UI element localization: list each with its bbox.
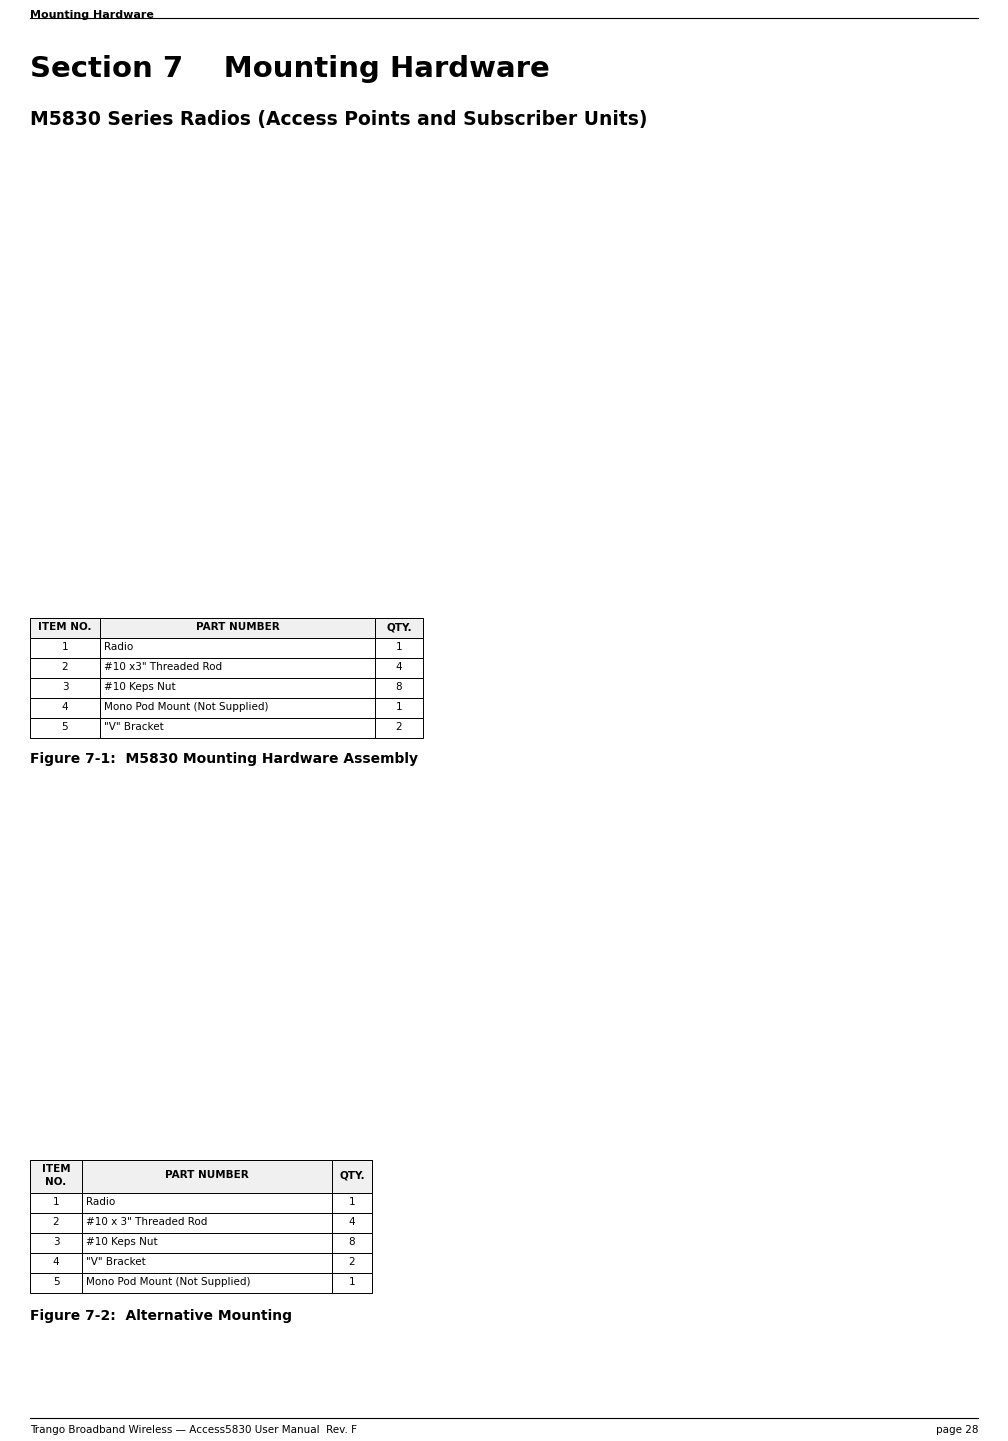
Text: 1: 1 [396, 643, 402, 651]
Text: #10 Keps Nut: #10 Keps Nut [104, 682, 175, 692]
Text: 8: 8 [396, 682, 402, 692]
Text: Radio: Radio [86, 1197, 115, 1208]
Bar [30, 618, 100, 638]
Text: page 28: page 28 [935, 1425, 978, 1435]
Bar [82, 1160, 332, 1193]
Text: NO.: NO. [45, 1177, 67, 1187]
Bar [30, 1160, 82, 1193]
Text: 8: 8 [349, 1236, 355, 1246]
Text: 1: 1 [349, 1277, 355, 1287]
Bar [30, 679, 100, 697]
Bar [30, 1213, 82, 1233]
Text: 5: 5 [61, 722, 69, 732]
Text: 3: 3 [52, 1236, 59, 1246]
Bar [30, 1193, 82, 1213]
Bar [30, 1233, 82, 1254]
Bar [100, 679, 375, 697]
Text: Mounting Hardware: Mounting Hardware [30, 10, 154, 20]
Bar [375, 638, 423, 659]
Text: Trango Broadband Wireless — Access5830 User Manual  Rev. F: Trango Broadband Wireless — Access5830 U… [30, 1425, 357, 1435]
Bar [332, 1272, 372, 1293]
Text: PART NUMBER: PART NUMBER [165, 1170, 249, 1180]
Bar [332, 1193, 372, 1213]
Bar [30, 1272, 82, 1293]
Bar [332, 1213, 372, 1233]
Text: Mono Pod Mount (Not Supplied): Mono Pod Mount (Not Supplied) [104, 702, 268, 712]
Text: 4: 4 [349, 1218, 355, 1226]
Text: 1: 1 [349, 1197, 355, 1208]
Bar [375, 718, 423, 738]
Text: 1: 1 [61, 643, 69, 651]
Text: Radio: Radio [104, 643, 133, 651]
Bar [100, 659, 375, 679]
Bar [82, 1213, 332, 1233]
Text: "V" Bracket: "V" Bracket [86, 1257, 146, 1267]
Bar [375, 618, 423, 638]
Text: 4: 4 [61, 702, 69, 712]
Bar [30, 1254, 82, 1272]
Text: ITEM NO.: ITEM NO. [38, 623, 92, 633]
Bar [100, 638, 375, 659]
Bar [30, 659, 100, 679]
Bar [332, 1233, 372, 1254]
Text: 1: 1 [396, 702, 402, 712]
Text: ITEM: ITEM [41, 1164, 71, 1174]
Bar [30, 697, 100, 718]
Bar [332, 1160, 372, 1193]
Text: "V" Bracket: "V" Bracket [104, 722, 163, 732]
Text: #10 x 3" Threaded Rod: #10 x 3" Threaded Rod [86, 1218, 208, 1226]
Text: PART NUMBER: PART NUMBER [196, 623, 279, 633]
Bar [100, 618, 375, 638]
Bar [332, 1254, 372, 1272]
Text: 4: 4 [396, 661, 402, 672]
Text: M5830 Series Radios (Access Points and Subscriber Units): M5830 Series Radios (Access Points and S… [30, 110, 647, 130]
Text: 2: 2 [349, 1257, 355, 1267]
Bar [30, 1160, 372, 1193]
Text: #10 x3" Threaded Rod: #10 x3" Threaded Rod [104, 661, 222, 672]
Text: 3: 3 [61, 682, 69, 692]
Bar [375, 659, 423, 679]
Text: Mono Pod Mount (Not Supplied): Mono Pod Mount (Not Supplied) [86, 1277, 251, 1287]
Text: #10 Keps Nut: #10 Keps Nut [86, 1236, 157, 1246]
Bar [30, 638, 100, 659]
Bar [82, 1233, 332, 1254]
Text: QTY.: QTY. [339, 1170, 365, 1180]
Bar [30, 718, 100, 738]
Text: 4: 4 [52, 1257, 59, 1267]
Bar [82, 1272, 332, 1293]
Text: 2: 2 [396, 722, 402, 732]
Bar [82, 1193, 332, 1213]
Bar [100, 697, 375, 718]
Bar [82, 1254, 332, 1272]
Text: 5: 5 [52, 1277, 59, 1287]
Bar [100, 718, 375, 738]
Text: Figure 7-2:  Alternative Mounting: Figure 7-2: Alternative Mounting [30, 1308, 292, 1323]
Bar [30, 618, 423, 638]
Text: Section 7    Mounting Hardware: Section 7 Mounting Hardware [30, 55, 549, 84]
Text: QTY.: QTY. [386, 623, 412, 633]
Text: 2: 2 [61, 661, 69, 672]
Text: Figure 7-1:  M5830 Mounting Hardware Assembly: Figure 7-1: M5830 Mounting Hardware Asse… [30, 752, 418, 767]
Text: 1: 1 [52, 1197, 59, 1208]
Bar [375, 679, 423, 697]
Text: 2: 2 [52, 1218, 59, 1226]
Bar [375, 697, 423, 718]
